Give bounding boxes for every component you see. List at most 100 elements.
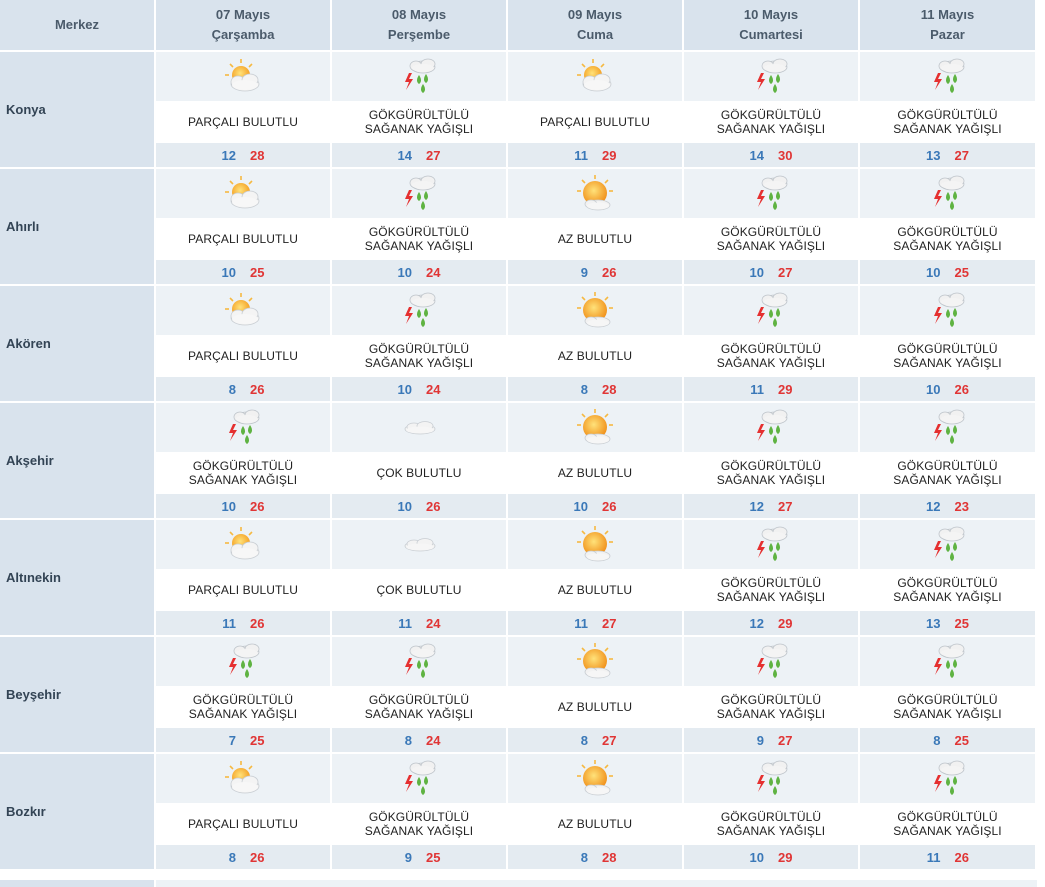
city-name[interactable]: Beyşehir xyxy=(0,637,156,754)
forecast-condition: PARÇALI BULUTLU xyxy=(156,569,332,611)
forecast-temps: 8 27 xyxy=(508,728,684,754)
condition-text: SAĞANAK YAĞIŞLI xyxy=(716,356,826,370)
city-name[interactable]: Ahırlı xyxy=(0,169,156,286)
forecast-icon-cell xyxy=(156,52,332,101)
min-temp: 10 xyxy=(221,498,236,514)
condition-text: GÖKGÜRÜLTÜLÜ xyxy=(368,225,470,239)
max-temp: 27 xyxy=(602,732,617,748)
forecast-condition: GÖKGÜRÜLTÜLÜ SAĞANAK YAĞIŞLI xyxy=(332,803,508,845)
city-temp-row: 11 26 11 24 11 27 12 29 13 25 xyxy=(0,611,1037,637)
mostly-sunny-icon xyxy=(573,642,617,682)
forecast-condition: GÖKGÜRÜLTÜLÜ SAĞANAK YAĞIŞLI xyxy=(332,218,508,260)
forecast-icon-cell xyxy=(684,637,860,686)
forecast-table: Merkez 07 Mayıs Çarşamba 08 Mayıs Perşembe… xyxy=(0,0,1037,871)
condition-text: SAĞANAK YAĞIŞLI xyxy=(893,239,1002,253)
min-temp: 8 xyxy=(228,849,236,865)
thunder-shower-icon xyxy=(926,642,970,682)
condition-text: PARÇALI BULUTLU xyxy=(188,115,298,129)
max-temp: 25 xyxy=(954,615,969,631)
merkez-header: Merkez xyxy=(0,0,156,52)
thunder-shower-icon xyxy=(221,408,265,448)
max-temp: 28 xyxy=(602,381,617,397)
forecast-icon-cell xyxy=(684,520,860,569)
forecast-temps: 10 26 xyxy=(156,494,332,520)
forecast-temps: 14 27 xyxy=(332,143,508,169)
max-temp: 30 xyxy=(778,147,793,163)
city-name[interactable]: Konya xyxy=(0,52,156,169)
forecast-temps: 10 26 xyxy=(860,377,1037,403)
min-temp: 11 xyxy=(398,615,412,631)
thunder-shower-icon xyxy=(397,642,441,682)
city-temp-row: 8 26 10 24 8 28 11 29 10 26 xyxy=(0,377,1037,403)
condition-text: GÖKGÜRÜLTÜLÜ xyxy=(720,693,822,707)
condition-text: AZ BULUTLU xyxy=(557,349,633,363)
city-name[interactable]: Akşehir xyxy=(0,403,156,520)
thunder-shower-icon xyxy=(221,642,265,682)
max-temp: 24 xyxy=(426,264,441,280)
max-temp: 26 xyxy=(954,849,969,865)
forecast-icon-cell xyxy=(508,52,684,101)
day-weekday: Çarşamba xyxy=(211,27,275,42)
condition-text: GÖKGÜRÜLTÜLÜ xyxy=(720,459,822,473)
min-temp: 10 xyxy=(397,264,412,280)
forecast-condition: GÖKGÜRÜLTÜLÜ SAĞANAK YAĞIŞLI xyxy=(684,101,860,143)
forecast-temps: 9 27 xyxy=(684,728,860,754)
forecast-icon-cell xyxy=(156,403,332,452)
forecast-condition: PARÇALI BULUTLU xyxy=(508,101,684,143)
partly-cloudy-icon xyxy=(221,525,265,565)
min-temp: 9 xyxy=(580,264,588,280)
forecast-icon-cell xyxy=(332,637,508,686)
city-icon-row: Akşehir xyxy=(0,403,1037,520)
forecast-icon-cell xyxy=(508,169,684,218)
condition-text: GÖKGÜRÜLTÜLÜ xyxy=(720,576,822,590)
forecast-icon-cell xyxy=(684,286,860,335)
city-name[interactable]: Altınekin xyxy=(0,520,156,637)
min-temp: 8 xyxy=(933,732,941,748)
max-temp: 26 xyxy=(250,849,265,865)
max-temp: 27 xyxy=(778,732,793,748)
forecast-condition: PARÇALI BULUTLU xyxy=(156,803,332,845)
forecast-temps: 8 28 xyxy=(508,845,684,871)
city-temp-row: 8 26 9 25 8 28 10 29 11 26 xyxy=(0,845,1037,871)
forecast-temps: 12 28 xyxy=(156,143,332,169)
city-temp-row: 7 25 8 24 8 27 9 27 8 25 xyxy=(0,728,1037,754)
min-temp: 12 xyxy=(926,498,941,514)
city-desc-row: GÖKGÜRÜLTÜLÜ SAĞANAK YAĞIŞLI GÖKGÜRÜLTÜLÜ S… xyxy=(0,686,1037,728)
day-date: 08 Mayıs xyxy=(391,7,447,22)
condition-text: ÇOK BULUTLU xyxy=(376,583,462,597)
mostly-sunny-icon xyxy=(573,525,617,565)
min-temp: 10 xyxy=(573,498,588,514)
city-icon-row: Akören xyxy=(0,286,1037,403)
city-name[interactable]: Bozkır xyxy=(0,754,156,871)
forecast-condition: GÖKGÜRÜLTÜLÜ SAĞANAK YAĞIŞLI xyxy=(860,686,1037,728)
forecast-temps: 11 29 xyxy=(684,377,860,403)
condition-text: GÖKGÜRÜLTÜLÜ xyxy=(368,810,470,824)
condition-text: GÖKGÜRÜLTÜLÜ xyxy=(720,810,822,824)
city-icon-row: Ahırlı xyxy=(0,169,1037,286)
condition-text: AZ BULUTLU xyxy=(557,232,633,246)
forecast-condition: AZ BULUTLU xyxy=(508,686,684,728)
thunder-shower-icon xyxy=(749,525,793,565)
thunder-shower-icon xyxy=(749,291,793,331)
max-temp: 24 xyxy=(426,381,441,397)
condition-text: SAĞANAK YAĞIŞLI xyxy=(893,122,1002,136)
max-temp: 27 xyxy=(778,264,793,280)
max-temp: 29 xyxy=(778,615,793,631)
min-temp: 9 xyxy=(756,732,764,748)
condition-text: SAĞANAK YAĞIŞLI xyxy=(188,473,298,487)
city-icon-row: Altınekin xyxy=(0,520,1037,637)
condition-text: SAĞANAK YAĞIŞLI xyxy=(364,122,474,136)
condition-text: GÖKGÜRÜLTÜLÜ xyxy=(897,108,998,122)
max-temp: 26 xyxy=(250,498,265,514)
city-desc-row: GÖKGÜRÜLTÜLÜ SAĞANAK YAĞIŞLI ÇOK BULUTLU AZ… xyxy=(0,452,1037,494)
min-temp: 11 xyxy=(574,147,588,163)
max-temp: 27 xyxy=(778,498,793,514)
forecast-icon-cell xyxy=(684,403,860,452)
header-row: Merkez 07 Mayıs Çarşamba 08 Mayıs Perşembe… xyxy=(0,0,1037,52)
city-name[interactable]: Akören xyxy=(0,286,156,403)
day-header: 11 Mayıs Pazar xyxy=(860,0,1037,52)
forecast-condition: GÖKGÜRÜLTÜLÜ SAĞANAK YAĞIŞLI xyxy=(860,569,1037,611)
day-weekday: Cumartesi xyxy=(739,27,803,42)
min-temp: 12 xyxy=(749,615,764,631)
